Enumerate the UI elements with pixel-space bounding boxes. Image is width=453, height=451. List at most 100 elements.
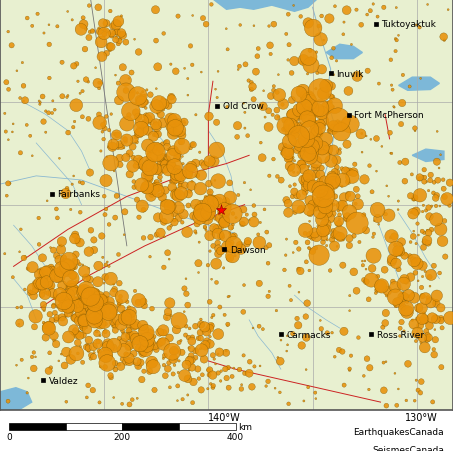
Point <box>417 389 424 396</box>
Point <box>133 133 140 140</box>
Point <box>102 206 110 213</box>
Point <box>328 236 336 244</box>
Point <box>426 213 433 221</box>
Point <box>102 353 110 360</box>
Point <box>366 364 373 372</box>
Point <box>328 207 335 214</box>
Point <box>137 126 145 133</box>
Point <box>42 269 49 276</box>
Point <box>431 326 439 333</box>
Point <box>414 316 421 323</box>
Point <box>97 363 104 370</box>
Point <box>250 325 257 332</box>
Point <box>98 233 106 240</box>
Point <box>215 178 222 185</box>
Point <box>79 180 86 187</box>
Point <box>59 270 67 277</box>
Point <box>111 327 119 334</box>
Point <box>299 162 306 169</box>
Point <box>197 186 204 193</box>
Point <box>47 282 54 290</box>
Point <box>37 100 44 107</box>
Point <box>132 110 140 117</box>
Point <box>322 201 329 208</box>
Point <box>163 140 170 147</box>
Point <box>182 183 189 190</box>
Point <box>143 336 150 344</box>
Point <box>387 150 395 157</box>
Point <box>217 377 224 385</box>
Point <box>248 79 255 87</box>
Point <box>70 290 77 298</box>
Point <box>229 221 236 229</box>
Point <box>226 194 234 202</box>
Point <box>340 328 347 335</box>
Point <box>337 230 344 237</box>
Point <box>215 369 222 377</box>
Point <box>181 308 188 316</box>
Point <box>283 348 290 355</box>
Point <box>333 164 341 171</box>
Point <box>322 222 329 229</box>
Point <box>149 364 157 371</box>
Point <box>63 185 71 193</box>
Point <box>291 158 298 165</box>
Point <box>142 347 149 354</box>
Point <box>416 192 424 199</box>
Point <box>416 175 423 182</box>
Point <box>113 22 120 29</box>
Point <box>305 244 312 252</box>
Point <box>160 31 167 38</box>
Point <box>281 117 289 124</box>
Point <box>241 179 248 187</box>
Point <box>106 305 113 312</box>
Point <box>95 5 102 12</box>
Point <box>323 243 330 250</box>
Point <box>77 290 85 297</box>
Point <box>108 111 115 119</box>
Point <box>141 121 148 129</box>
Point <box>91 317 98 324</box>
Point <box>320 193 327 200</box>
Point <box>288 112 295 119</box>
Point <box>202 162 209 170</box>
Point <box>71 263 78 271</box>
Point <box>236 247 244 254</box>
Point <box>162 152 169 159</box>
Point <box>280 101 287 108</box>
Point <box>152 38 159 45</box>
Point <box>396 248 404 255</box>
Point <box>69 286 76 294</box>
Point <box>319 198 327 206</box>
Point <box>425 204 432 212</box>
Point <box>140 368 148 375</box>
Point <box>198 387 205 394</box>
Point <box>187 145 194 152</box>
Point <box>308 231 315 239</box>
Point <box>329 202 337 209</box>
Point <box>181 120 188 127</box>
Point <box>139 203 146 210</box>
Point <box>392 36 399 43</box>
Point <box>150 132 158 139</box>
Point <box>133 139 140 146</box>
Point <box>162 372 169 379</box>
Point <box>222 217 229 225</box>
Point <box>185 345 193 352</box>
Point <box>105 344 112 351</box>
Point <box>70 285 77 292</box>
Point <box>389 278 396 285</box>
Point <box>343 216 351 223</box>
Point <box>207 333 214 341</box>
Point <box>331 169 338 176</box>
Point <box>434 129 441 136</box>
Point <box>305 179 312 186</box>
Point <box>424 332 431 339</box>
Point <box>47 364 54 372</box>
Point <box>85 249 92 256</box>
Point <box>151 181 159 189</box>
Point <box>50 302 58 309</box>
Point <box>267 51 274 59</box>
Point <box>85 265 92 272</box>
Point <box>374 207 381 214</box>
